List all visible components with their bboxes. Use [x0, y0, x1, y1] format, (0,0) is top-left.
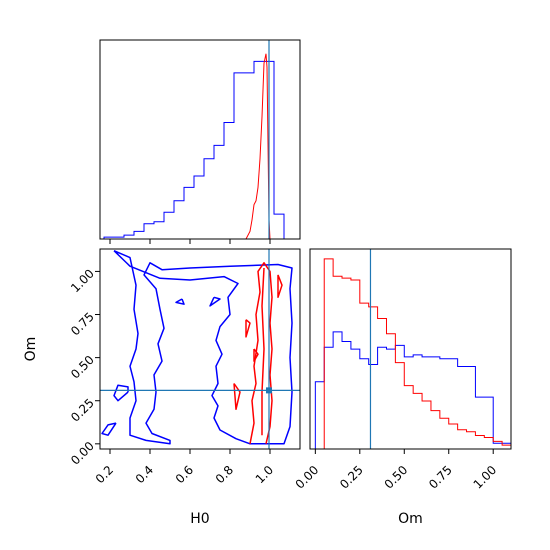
x-tick-label: 1.0 [253, 463, 276, 486]
h0-om-contour-panel: 0.2 0.4 0.6 0.8 1.0 0.00 0.25 0.50 0.75 1.00 H0 Om [23, 248, 301, 527]
om-y-axis-label: Om [23, 337, 39, 362]
om-histogram-red [315, 258, 512, 450]
om-histogram-panel: 0.00 0.25 0.50 0.75 1.00 Om [293, 248, 512, 527]
contour-red [261, 267, 265, 436]
x-tick-label: 0.25 [337, 463, 366, 492]
om-histogram-frame [309, 248, 512, 450]
x-tick-label: 0.6 [173, 463, 196, 486]
om-x-axis-label: Om [398, 511, 423, 527]
contour-blue [209, 296, 221, 307]
contour-red [249, 262, 273, 444]
contour-blue [101, 422, 117, 436]
y-tick-label: 0.00 [68, 439, 97, 468]
h0-histogram-blue [103, 60, 294, 240]
contour-red [233, 383, 241, 411]
y-tick-label: 0.25 [68, 396, 97, 425]
h0-histogram-panel [99, 39, 301, 244]
contour-frame [99, 248, 301, 450]
contour-blue [113, 250, 293, 445]
y-tick-label: 0.75 [68, 310, 97, 339]
x-tick-label: 0.4 [133, 463, 156, 486]
contour-red [253, 348, 259, 362]
contour-red [245, 319, 251, 338]
x-tick-label: 0.8 [213, 463, 236, 486]
contour-blue [113, 384, 129, 402]
x-tick-label: 0.2 [93, 463, 116, 486]
y-tick-label: 0.50 [68, 353, 97, 382]
x-tick-label: 0.00 [293, 463, 322, 492]
truth-marker [266, 387, 272, 394]
h0-histogram-frame [99, 39, 301, 240]
h0-x-axis-label: H0 [190, 511, 209, 527]
contour-red [277, 274, 283, 299]
contour-blue [175, 298, 185, 305]
x-tick-label: 1.00 [471, 463, 500, 492]
x-tick-label: 0.75 [426, 463, 455, 492]
x-tick-label: 0.50 [382, 463, 411, 492]
h0-histogram-red [245, 53, 271, 240]
y-tick-label: 1.00 [68, 266, 97, 295]
om-histogram-blue [314, 331, 512, 449]
